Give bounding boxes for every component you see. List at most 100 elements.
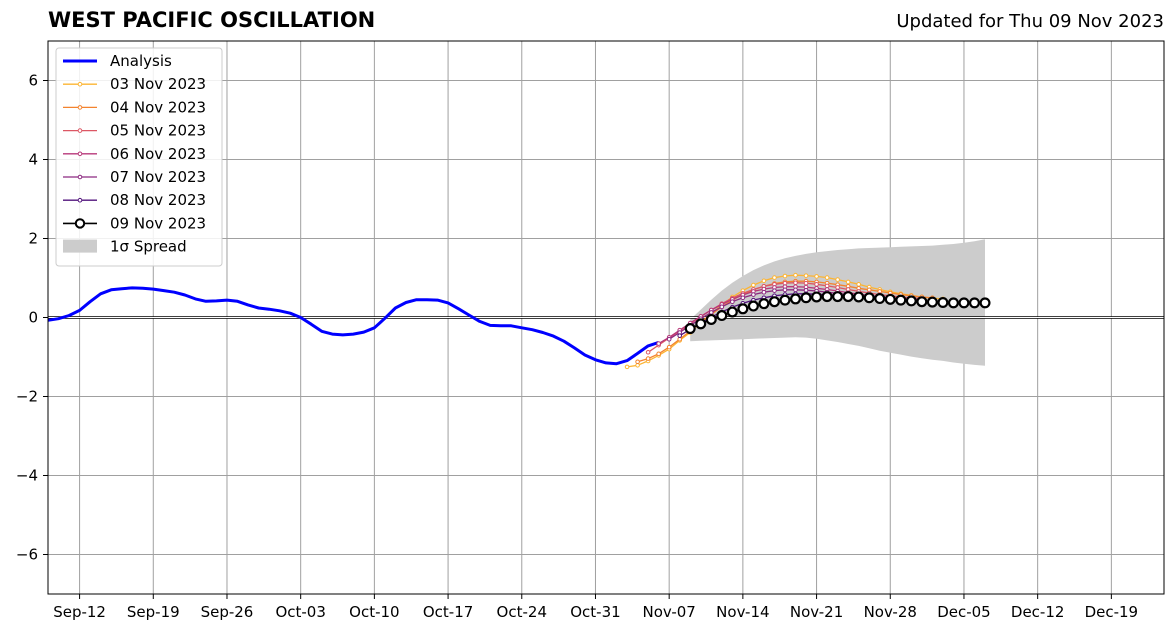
forecast-point bbox=[726, 306, 738, 318]
legend-item: 1σ Spread bbox=[63, 238, 187, 256]
legend-label: 04 Nov 2023 bbox=[110, 98, 206, 116]
forecast-point bbox=[926, 296, 938, 308]
y-tick-label: −6 bbox=[16, 546, 38, 564]
forecast-point bbox=[645, 356, 651, 361]
legend-marker bbox=[74, 218, 86, 229]
forecast-point bbox=[758, 298, 770, 310]
forecast-point bbox=[803, 273, 809, 278]
forecast-point bbox=[779, 294, 791, 306]
x-tick-label: Dec-12 bbox=[1011, 603, 1065, 621]
legend-marker bbox=[77, 81, 83, 87]
forecast-point bbox=[666, 344, 672, 350]
forecast-point bbox=[874, 293, 886, 305]
forecast-point bbox=[979, 297, 991, 309]
forecast-point bbox=[814, 282, 819, 287]
legend-label: 05 Nov 2023 bbox=[110, 122, 206, 140]
legend-item: Analysis bbox=[63, 52, 172, 70]
x-tick-label: Sep-19 bbox=[127, 603, 180, 621]
forecast-point bbox=[905, 295, 917, 307]
forecast-point bbox=[740, 295, 746, 301]
x-tick-label: Dec-05 bbox=[937, 603, 991, 621]
legend-item: 03 Nov 2023 bbox=[63, 75, 206, 93]
forecast-point bbox=[772, 288, 777, 293]
forecast-point bbox=[708, 310, 714, 315]
legend-label: 08 Nov 2023 bbox=[110, 191, 206, 209]
forecast-point bbox=[814, 274, 819, 279]
legend-item: 08 Nov 2023 bbox=[63, 191, 206, 209]
forecast-point bbox=[821, 291, 833, 303]
forecast-point bbox=[937, 296, 949, 308]
forecast-point bbox=[624, 364, 630, 370]
forecast-point bbox=[782, 287, 788, 293]
forecast-point bbox=[705, 313, 717, 325]
forecast-point bbox=[947, 297, 959, 309]
legend-marker bbox=[77, 174, 83, 180]
forecast-point bbox=[635, 359, 640, 365]
series-forecast-7 bbox=[684, 291, 991, 335]
forecast-point bbox=[747, 300, 759, 312]
legend-item: 07 Nov 2023 bbox=[63, 168, 206, 186]
legend-item: 09 Nov 2023 bbox=[63, 214, 206, 232]
legend-swatch bbox=[63, 239, 97, 253]
x-tick-label: Oct-03 bbox=[275, 603, 325, 621]
legend-label: 03 Nov 2023 bbox=[110, 75, 206, 93]
legend-marker bbox=[77, 105, 83, 110]
legend-label: Analysis bbox=[110, 52, 172, 70]
legend-label: 06 Nov 2023 bbox=[110, 145, 206, 163]
forecast-point bbox=[737, 303, 749, 315]
axes: Sep-12 Sep-19 Sep-26 Oct-03 Oct-10 Oct-17 Oct-… bbox=[16, 72, 1138, 622]
forecast-point bbox=[751, 282, 756, 288]
chart-title: WEST PACIFIC OSCILLATION bbox=[48, 8, 376, 32]
forecast-point bbox=[895, 294, 907, 306]
forecast-point bbox=[761, 289, 767, 295]
spread-layer bbox=[690, 239, 985, 366]
legend-label: 1σ Spread bbox=[110, 238, 187, 256]
legend-marker bbox=[77, 128, 83, 133]
forecast-point bbox=[824, 275, 830, 280]
forecast-point bbox=[751, 292, 756, 297]
legend-marker bbox=[77, 197, 83, 203]
y-tick-label: 0 bbox=[28, 309, 38, 327]
x-tick-label: Sep-12 bbox=[53, 603, 106, 621]
x-tick-label: Nov-14 bbox=[716, 603, 769, 621]
y-tick-label: 4 bbox=[28, 151, 38, 169]
x-tick-label: Oct-24 bbox=[497, 603, 547, 621]
y-tick-label: 6 bbox=[28, 72, 38, 90]
x-tick-label: Nov-07 bbox=[642, 603, 695, 621]
forecast-point bbox=[666, 336, 672, 342]
forecast-point bbox=[832, 291, 844, 303]
forecast-point bbox=[884, 293, 896, 305]
forecast-point bbox=[842, 291, 854, 303]
forecast-point bbox=[835, 277, 840, 282]
forecast-point bbox=[772, 275, 777, 280]
legend-item: 05 Nov 2023 bbox=[63, 122, 206, 140]
x-tick-label: Oct-31 bbox=[570, 603, 620, 621]
forecast-point bbox=[958, 297, 970, 309]
legend-item: 06 Nov 2023 bbox=[63, 145, 206, 163]
forecast-point bbox=[782, 273, 788, 279]
forecast-point bbox=[761, 278, 767, 284]
legend-marker bbox=[77, 151, 83, 157]
forecast-point bbox=[768, 296, 780, 308]
forecast-point bbox=[845, 279, 851, 285]
legend: Analysis 03 Nov 2023 04 Nov 2023 05 Nov 202… bbox=[55, 47, 223, 267]
forecast-point bbox=[916, 296, 928, 308]
forecast-point bbox=[863, 292, 875, 304]
legend-label: 07 Nov 2023 bbox=[110, 168, 206, 186]
x-tick-label: Sep-26 bbox=[201, 603, 254, 621]
spread-band bbox=[690, 239, 985, 366]
forecast-point bbox=[719, 304, 725, 310]
legend-box bbox=[55, 47, 223, 267]
x-tick-label: Oct-17 bbox=[423, 603, 473, 621]
legend-label: 09 Nov 2023 bbox=[110, 214, 206, 232]
forecast-point bbox=[793, 287, 798, 293]
x-tick-label: Oct-10 bbox=[349, 603, 399, 621]
forecast-point bbox=[656, 351, 661, 357]
forecast-point bbox=[800, 292, 812, 304]
forecast-point bbox=[730, 299, 735, 305]
y-tick-label: 2 bbox=[28, 230, 38, 248]
forecast-point bbox=[803, 280, 809, 286]
forecast-point bbox=[656, 341, 661, 346]
forecast-point bbox=[684, 323, 696, 335]
